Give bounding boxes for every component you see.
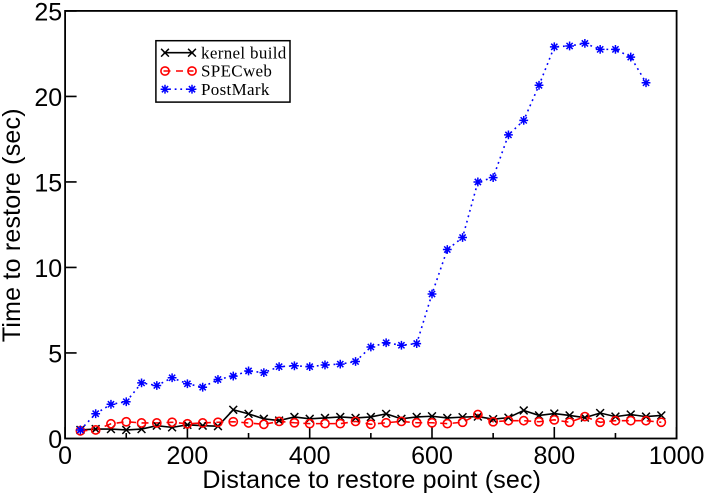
- svg-text:kernel build: kernel build: [201, 44, 287, 63]
- svg-text:15: 15: [34, 169, 62, 197]
- svg-text:600: 600: [411, 442, 453, 470]
- svg-text:200: 200: [167, 442, 209, 470]
- svg-text:Time to restore (sec): Time to restore (sec): [0, 108, 26, 342]
- svg-text:0: 0: [48, 426, 62, 454]
- svg-text:25: 25: [34, 0, 62, 26]
- svg-text:400: 400: [289, 442, 331, 470]
- svg-text:SPECweb: SPECweb: [201, 61, 272, 80]
- svg-text:800: 800: [533, 442, 575, 470]
- svg-text:0: 0: [58, 442, 72, 470]
- svg-text:PostMark: PostMark: [201, 80, 270, 99]
- svg-text:5: 5: [48, 341, 62, 369]
- svg-text:1000: 1000: [649, 442, 705, 470]
- svg-text:20: 20: [34, 84, 62, 112]
- svg-text:Distance to restore point (sec: Distance to restore point (sec): [202, 466, 541, 494]
- svg-text:10: 10: [34, 255, 62, 283]
